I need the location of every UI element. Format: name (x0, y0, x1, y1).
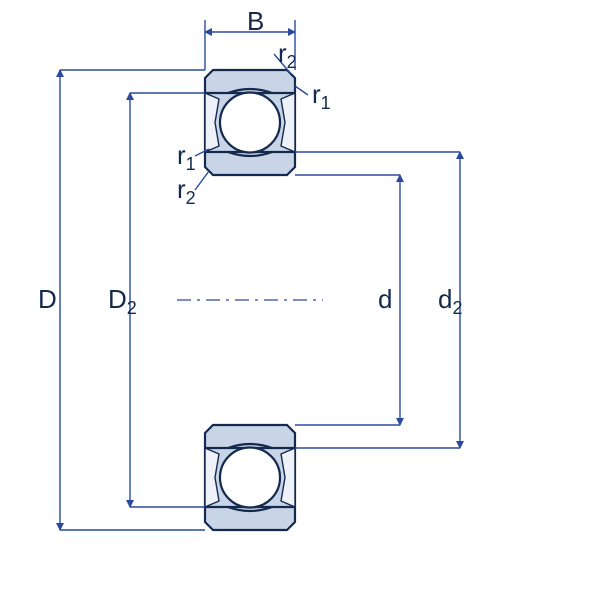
label-r2t: r2 (278, 38, 297, 72)
label-d: d (378, 284, 392, 314)
label-D: D (38, 284, 57, 314)
label-d2: d2 (438, 284, 462, 318)
label-r1b: r1 (177, 140, 196, 174)
label-r1t: r1 (312, 79, 331, 113)
label-D2: D2 (108, 284, 137, 318)
label-B: B (247, 6, 264, 36)
label-r2b: r2 (177, 174, 196, 208)
bearing-cross-section-top (205, 70, 295, 175)
